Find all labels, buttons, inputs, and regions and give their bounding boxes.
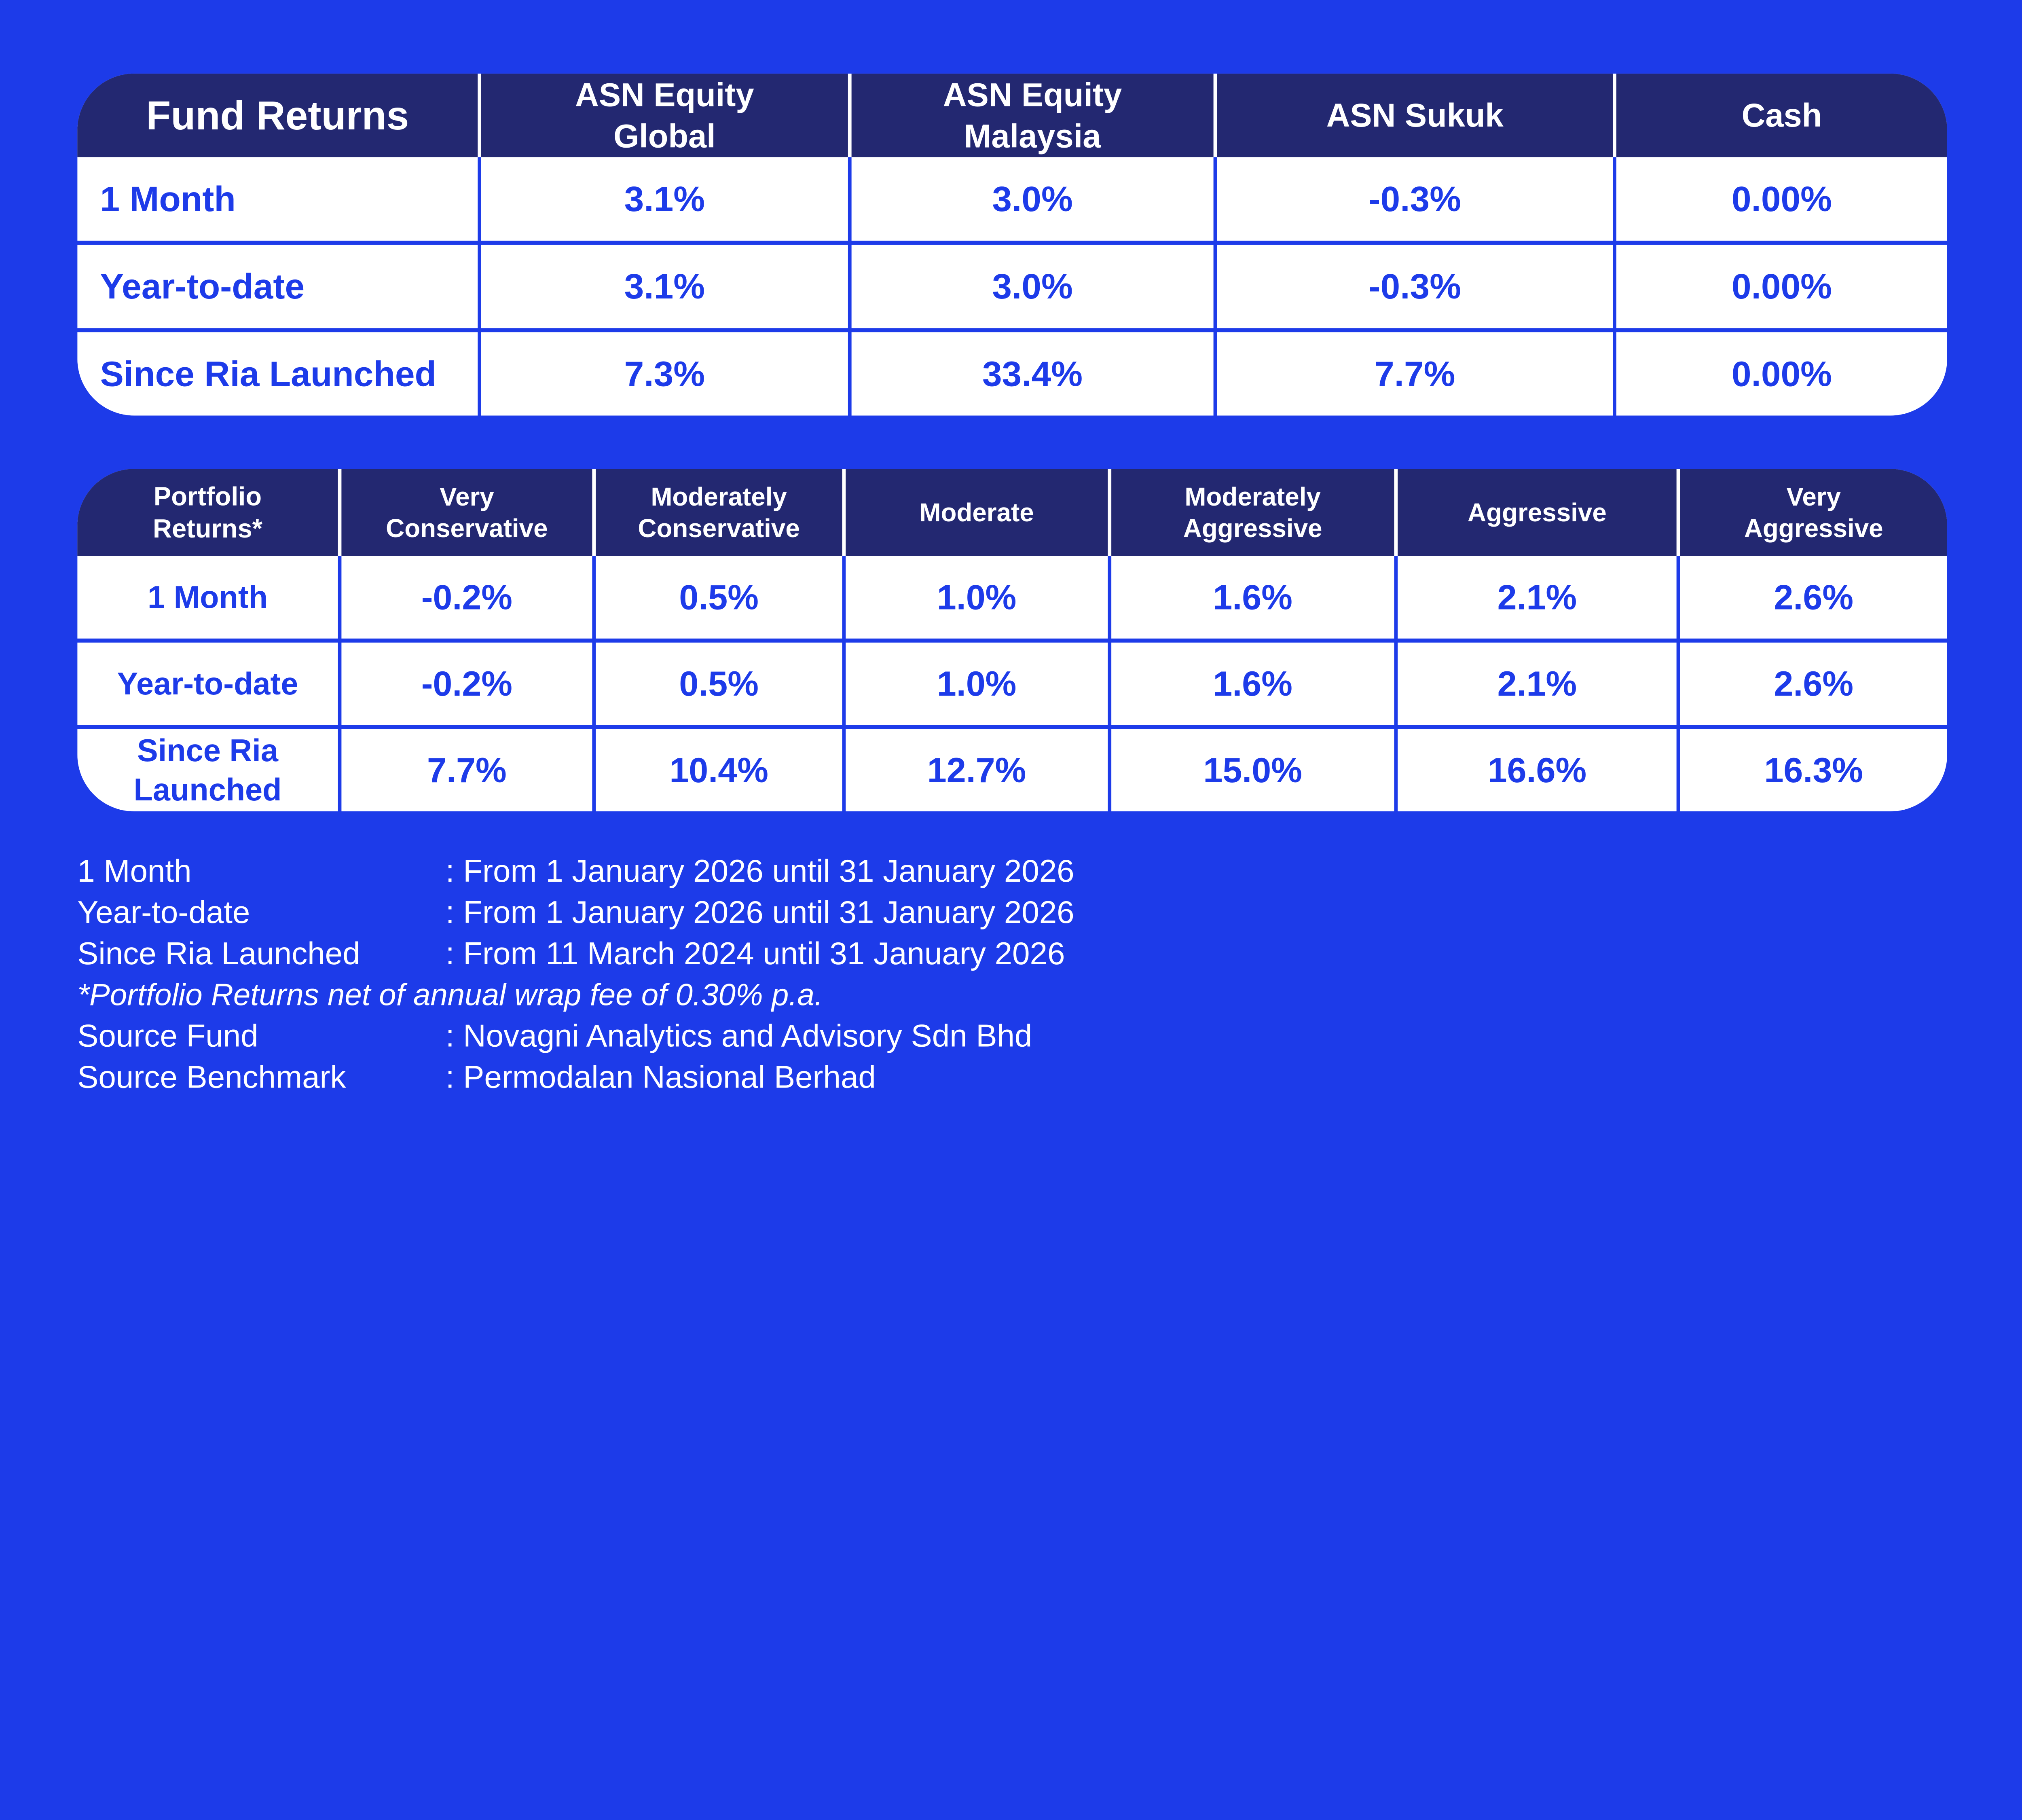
column-header-cash: Cash [1616,73,1947,157]
value-cell: 1.0% [845,642,1108,725]
value-cell: 16.6% [1398,729,1677,812]
footnote-label: Since Ria Launched [77,935,360,971]
value-cell: 12.7% [845,729,1108,812]
value-cell: 16.3% [1680,729,1947,812]
value-cell: 15.0% [1111,729,1394,812]
fund-returns-table: Fund Returns ASN Equity Global ASN Equit… [77,73,1947,416]
column-header-asn-equity-global: ASN Equity Global [481,73,848,157]
column-header-very-conservative: Very Conservative [341,469,592,556]
value-cell: 2.6% [1680,642,1947,725]
value-cell: 7.7% [341,729,592,812]
value-cell: 33.4% [851,332,1214,416]
footnote-value: : Permodalan Nasional Berhad [445,1059,876,1095]
portfolio-returns-table: Portfolio Returns* Very Conservative Mod… [77,469,1947,812]
fund-returns-header-row: Fund Returns ASN Equity Global ASN Equit… [77,73,1947,157]
column-header-very-aggressive: Very Aggressive [1680,469,1947,556]
value-cell: 0.00% [1616,157,1947,241]
value-cell: 2.1% [1398,556,1677,639]
portfolio-returns-title: Portfolio Returns* [77,469,338,556]
row-label: 1 Month [77,556,338,639]
value-cell: 3.1% [481,157,848,241]
value-cell: 10.4% [595,729,842,812]
value-cell: 1.6% [1111,556,1394,639]
footnote-value: : From 1 January 2026 until 31 January 2… [445,894,1074,930]
value-cell: -0.2% [341,642,592,725]
value-cell: 0.00% [1616,245,1947,328]
footnote-italic-note: *Portfolio Returns net of annual wrap fe… [77,977,823,1012]
footnote-label: Year-to-date [77,894,250,930]
column-header-asn-equity-malaysia: ASN Equity Malaysia [851,73,1214,157]
value-cell: 2.6% [1680,556,1947,639]
footnote-label: Source Benchmark [77,1059,346,1095]
footnote-1-month: 1 Month : From 1 January 2026 until 31 J… [77,851,1948,892]
footnote-since-ria-launched: Since Ria Launched : From 11 March 2024 … [77,933,1948,974]
footnote-year-to-date: Year-to-date : From 1 January 2026 until… [77,891,1948,933]
table-row: Since Ria Launched 7.3% 33.4% 7.7% 0.00% [77,332,1947,416]
fund-returns-title: Fund Returns [77,73,478,157]
footnote-value: : Novagni Analytics and Advisory Sdn Bhd [445,1018,1032,1054]
row-label: Year-to-date [77,642,338,725]
row-label: Year-to-date [77,245,478,328]
table-row: 1 Month -0.2% 0.5% 1.0% 1.6% 2.1% 2.6% [77,556,1947,639]
footnote-label: Source Fund [77,1018,258,1054]
value-cell: 7.3% [481,332,848,416]
value-cell: 3.0% [851,245,1214,328]
footnote-value: : From 1 January 2026 until 31 January 2… [445,853,1074,889]
value-cell: 1.0% [845,556,1108,639]
footnote-wrap-fee-note: *Portfolio Returns net of annual wrap fe… [77,974,1948,1015]
footnote-label: 1 Month [77,853,192,889]
value-cell: 1.6% [1111,642,1394,725]
column-header-moderately-aggressive: Moderately Aggressive [1111,469,1394,556]
footnotes-block: 1 Month : From 1 January 2026 until 31 J… [77,851,1948,1098]
footnote-source-benchmark: Source Benchmark : Permodalan Nasional B… [77,1056,1948,1098]
footnote-source-fund: Source Fund : Novagni Analytics and Advi… [77,1015,1948,1056]
column-header-moderate: Moderate [845,469,1108,556]
value-cell: 3.1% [481,245,848,328]
value-cell: 0.5% [595,642,842,725]
value-cell: 3.0% [851,157,1214,241]
row-label: Since Ria Launched [77,729,338,812]
value-cell: 2.1% [1398,642,1677,725]
row-label: Since Ria Launched [77,332,478,416]
table-row: 1 Month 3.1% 3.0% -0.3% 0.00% [77,157,1947,241]
value-cell: -0.2% [341,556,592,639]
row-label: 1 Month [77,157,478,241]
value-cell: -0.3% [1217,157,1613,241]
column-header-moderately-conservative: Moderately Conservative [595,469,842,556]
value-cell: -0.3% [1217,245,1613,328]
value-cell: 7.7% [1217,332,1613,416]
fund-performance-infographic: Fund Returns ASN Equity Global ASN Equit… [77,73,1948,1098]
portfolio-returns-header-row: Portfolio Returns* Very Conservative Mod… [77,469,1947,556]
footnote-value: : From 11 March 2024 until 31 January 20… [445,935,1065,971]
column-header-asn-sukuk: ASN Sukuk [1217,73,1613,157]
table-row: Year-to-date -0.2% 0.5% 1.0% 1.6% 2.1% 2… [77,642,1947,725]
table-row: Since Ria Launched 7.7% 10.4% 12.7% 15.0… [77,729,1947,812]
column-header-aggressive: Aggressive [1398,469,1677,556]
value-cell: 0.00% [1616,332,1947,416]
table-row: Year-to-date 3.1% 3.0% -0.3% 0.00% [77,245,1947,328]
value-cell: 0.5% [595,556,842,639]
